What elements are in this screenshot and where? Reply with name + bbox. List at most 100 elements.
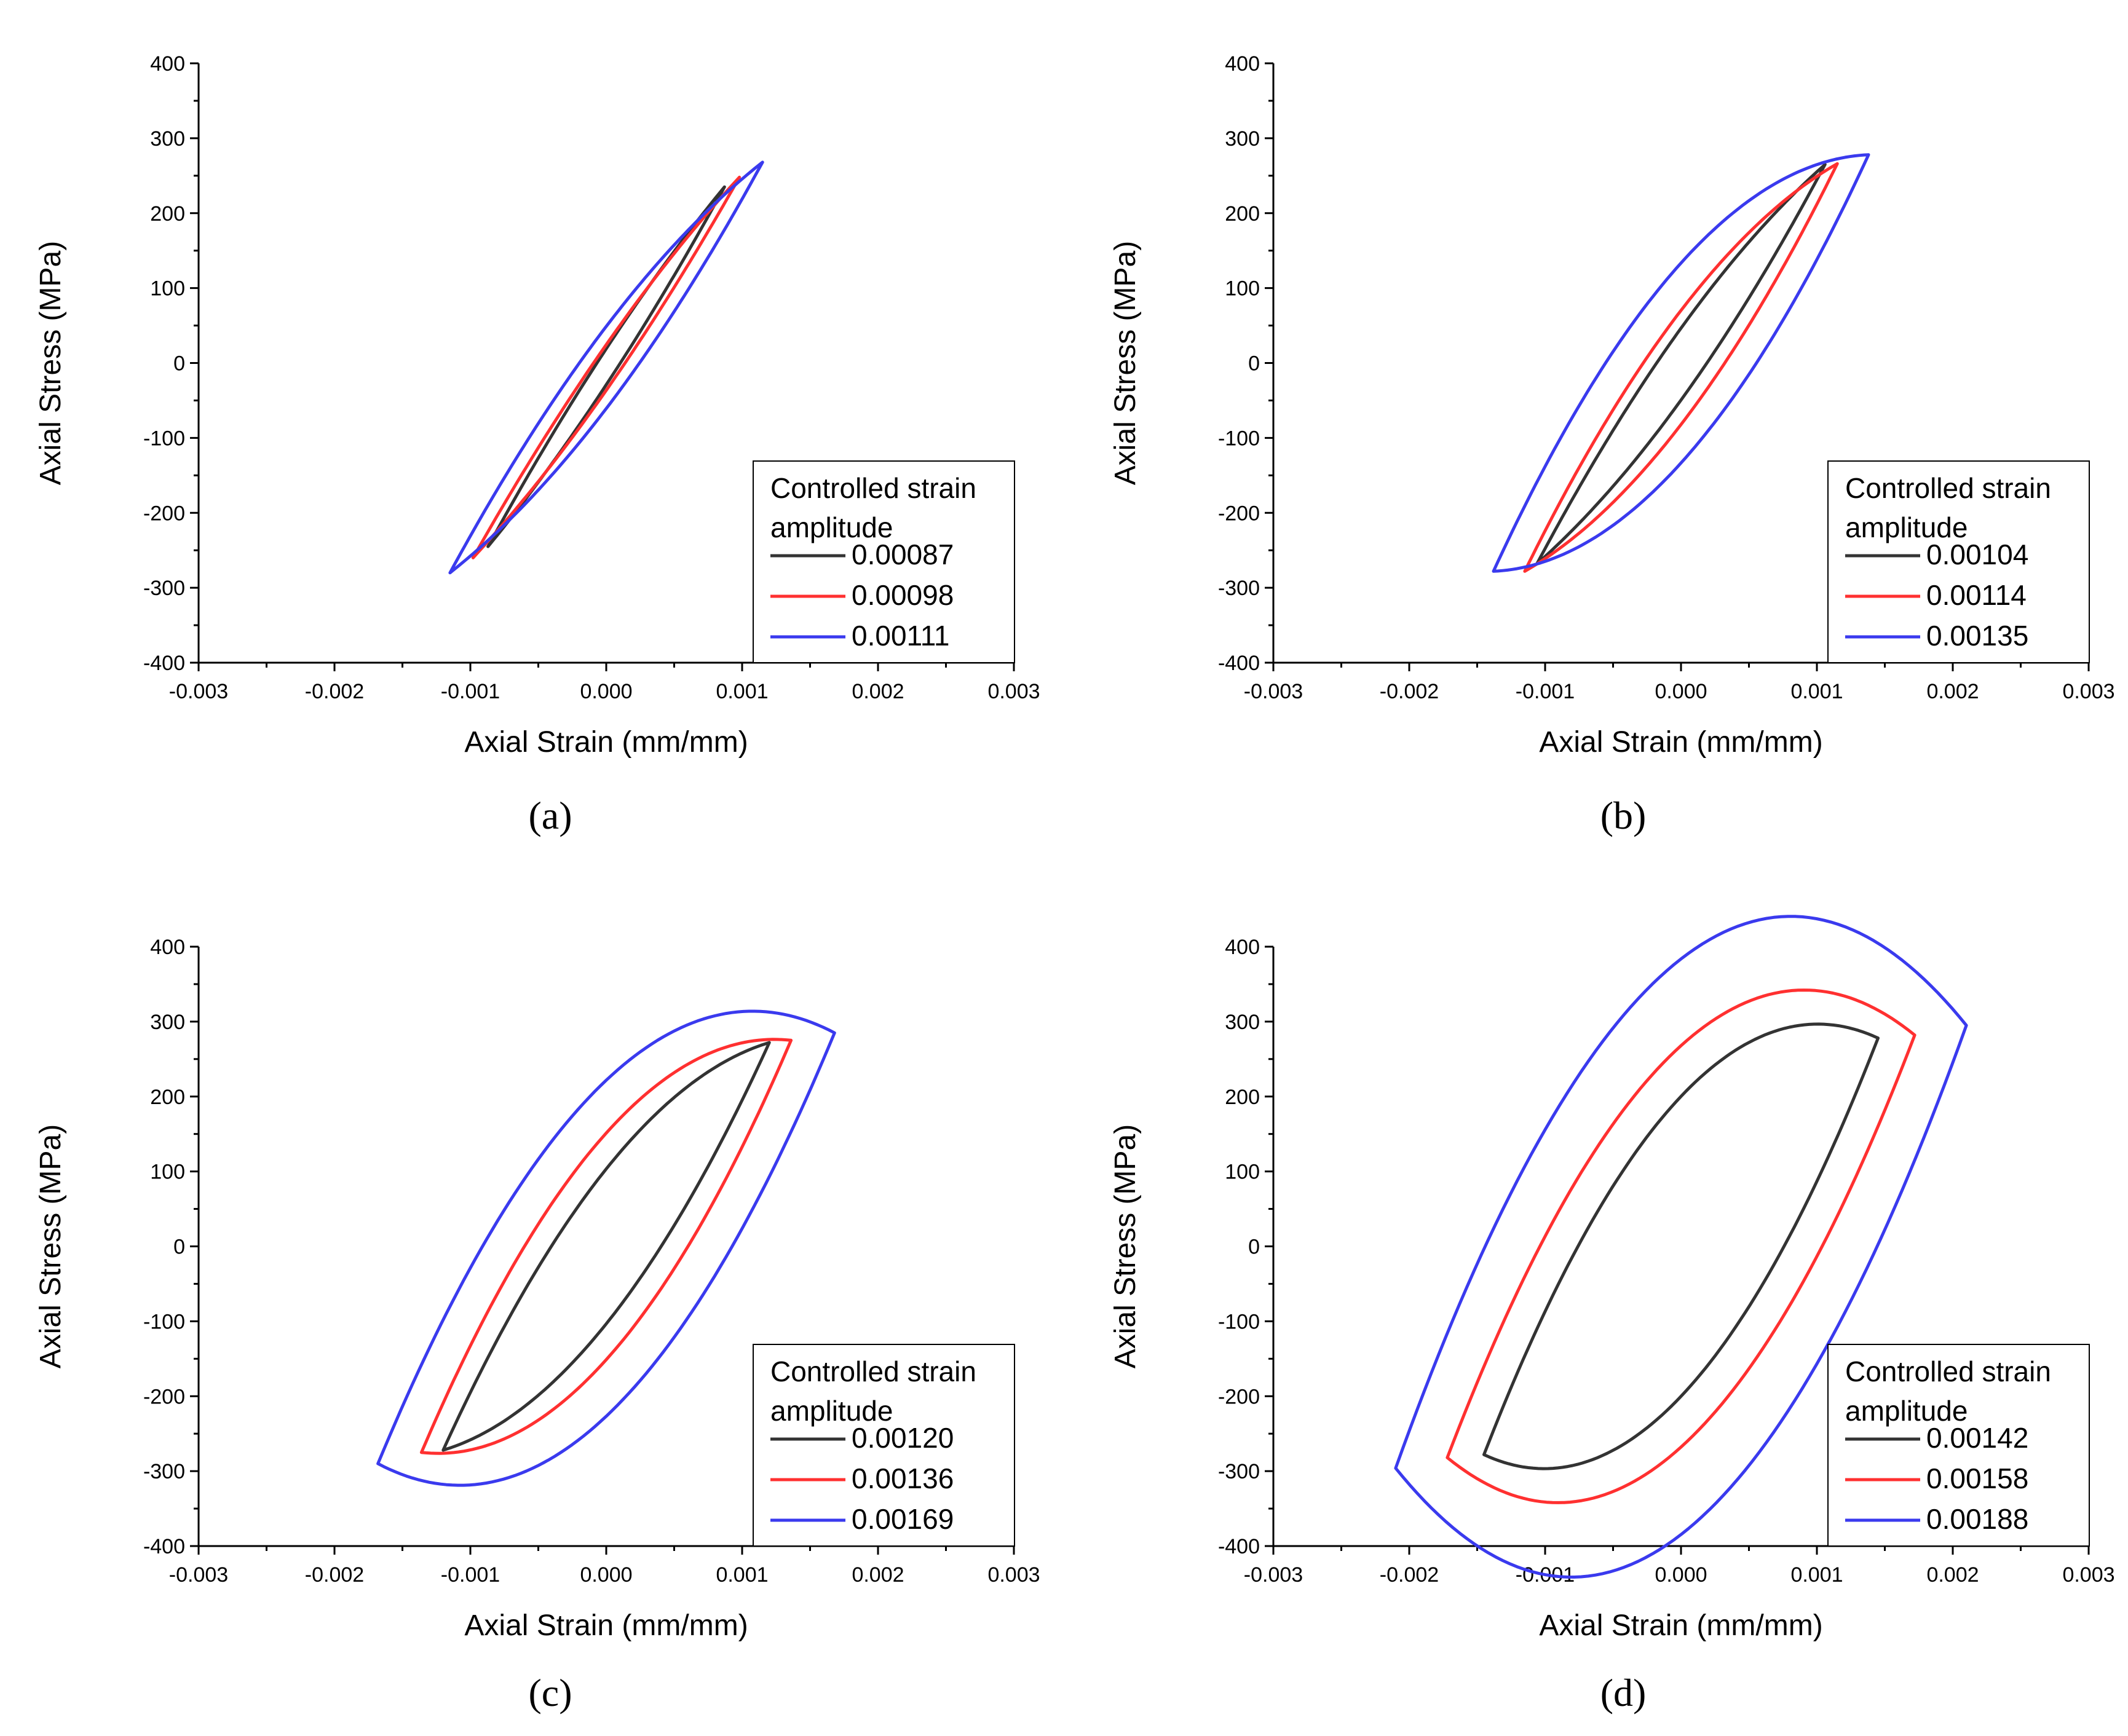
legend-title: Controlled strain xyxy=(1845,472,2051,504)
y-tick-label: -300 xyxy=(143,1460,185,1483)
x-tick-label: 0.003 xyxy=(987,1563,1040,1587)
legend-label: 0.00098 xyxy=(852,579,954,611)
legend-label: 0.00120 xyxy=(852,1422,954,1454)
chart-svg-c: 400 300 200 100 0 -100 -200 -300 -400 -0.003 -0.00… xyxy=(34,936,1040,1642)
legend-title: amplitude xyxy=(1845,511,1968,543)
y-tick-label: -400 xyxy=(1218,652,1260,675)
y-tick-label: -200 xyxy=(143,502,185,525)
chart-svg-b: 400 300 200 100 0 -100 -200 -300 -400 -0.003 -0.00… xyxy=(1109,52,2115,759)
x-tick-label: 0.002 xyxy=(1926,680,1979,703)
loop-series-0.00114 xyxy=(1523,162,1839,573)
legend-box xyxy=(753,460,1015,663)
x-axis-label: Axial Strain (mm/mm) xyxy=(464,1609,748,1642)
x-tick-label: 0.000 xyxy=(1655,1563,1707,1587)
y-tick-label: -400 xyxy=(143,652,185,675)
legend-label: 0.00114 xyxy=(1926,579,2027,611)
legend-label: 0.00188 xyxy=(1926,1503,2028,1535)
legend-label: 0.00136 xyxy=(852,1462,954,1494)
chart-panel-d: 400 300 200 100 0 -100 -200 -300 -400 -0.003 -0.00… xyxy=(1064,868,2127,1736)
y-tick-label: -200 xyxy=(1218,1385,1260,1408)
y-tick-label: 0 xyxy=(1248,1236,1260,1259)
legend-title: Controlled strain xyxy=(1845,1355,2051,1387)
legend-label: 0.00104 xyxy=(1926,539,2028,570)
y-axis-label: Axial Stress (MPa) xyxy=(34,241,67,485)
y-tick-label: -100 xyxy=(1218,427,1260,450)
chart-svg-d: 400 300 200 100 0 -100 -200 -300 -400 -0.003 -0.00… xyxy=(1109,915,2115,1642)
y-tick-label: -300 xyxy=(143,577,185,600)
chart-panel-b: 400 300 200 100 0 -100 -200 -300 -400 -0.003 -0.00… xyxy=(1064,0,2127,868)
x-tick-label: -0.003 xyxy=(1244,1563,1303,1587)
y-axis-label: Axial Stress (MPa) xyxy=(1109,1124,1142,1368)
chart-panel-c: 400 300 200 100 0 -100 -200 -300 -400 -0.003 -0.00… xyxy=(0,868,1064,1736)
y-tick-label: 400 xyxy=(1225,52,1260,76)
loop-series-0.00120 xyxy=(441,1041,771,1452)
x-tick-label: 0.001 xyxy=(716,680,768,703)
caption-a: (a) xyxy=(528,794,572,837)
x-tick-label: -0.002 xyxy=(305,1563,364,1587)
legend-box xyxy=(1827,1344,2090,1547)
x-axis-label: Axial Strain (mm/mm) xyxy=(1539,726,1822,759)
y-tick-label: 200 xyxy=(150,202,185,226)
y-tick-label: 300 xyxy=(1225,1011,1260,1034)
x-tick-label: -0.002 xyxy=(305,680,364,703)
y-tick-label: -300 xyxy=(1218,1460,1260,1483)
y-tick-label: 300 xyxy=(150,1011,185,1034)
x-tick-label: 0.002 xyxy=(1926,1563,1979,1587)
y-axis-label: Axial Stress (MPa) xyxy=(34,1124,67,1368)
loop-series-0.00135 xyxy=(1492,153,1870,573)
loop-series-0.00169 xyxy=(376,1009,836,1487)
loop-series-0.00158 xyxy=(1446,988,1916,1504)
y-tick-label: 100 xyxy=(1225,1161,1260,1184)
legend-label: 0.00158 xyxy=(1926,1462,2028,1494)
x-tick-label: -0.001 xyxy=(441,1563,500,1587)
x-axis-label: Axial Strain (mm/mm) xyxy=(464,726,748,759)
y-tick-label: -300 xyxy=(1218,577,1260,600)
y-tick-label: 100 xyxy=(150,1161,185,1184)
x-tick-label: 0.000 xyxy=(580,680,632,703)
y-tick-label: 200 xyxy=(1225,1086,1260,1109)
x-tick-label: 0.003 xyxy=(987,680,1040,703)
loop-series-0.00136 xyxy=(419,1038,793,1455)
y-tick-label: 400 xyxy=(1225,936,1260,959)
y-axis-label: Axial Stress (MPa) xyxy=(1109,241,1142,485)
caption-b: (b) xyxy=(1600,794,1647,837)
loop-series-0.00188 xyxy=(1394,915,1968,1579)
x-tick-label: -0.002 xyxy=(1380,1563,1439,1587)
y-tick-label: 200 xyxy=(1225,202,1260,226)
caption-c: (c) xyxy=(528,1671,572,1714)
x-tick-label: 0.002 xyxy=(852,680,904,703)
x-tick-label: -0.001 xyxy=(1516,680,1575,703)
legend-title: amplitude xyxy=(1845,1395,1968,1427)
y-tick-label: -400 xyxy=(143,1535,185,1558)
y-tick-label: -400 xyxy=(1218,1535,1260,1558)
loop-series-0.00087 xyxy=(486,185,726,548)
y-tick-label: -100 xyxy=(143,1310,185,1333)
loop-series-0.00142 xyxy=(1482,1022,1880,1470)
x-tick-label: -0.003 xyxy=(169,1563,228,1587)
legend-box xyxy=(1827,460,2090,663)
y-tick-label: 400 xyxy=(150,936,185,959)
legend-label: 0.00169 xyxy=(852,1503,954,1535)
legend-label: 0.00087 xyxy=(852,539,954,570)
chart-panel-a: 400 300 200 100 0 -100 -200 -300 -400 -0.003 -0.00… xyxy=(0,0,1064,868)
y-tick-label: -100 xyxy=(143,427,185,450)
legend-label: 0.00111 xyxy=(852,620,949,652)
x-tick-label: 0.003 xyxy=(2062,680,2114,703)
y-tick-label: -100 xyxy=(1218,1310,1260,1333)
x-tick-label: 0.001 xyxy=(1790,1563,1843,1587)
x-tick-label: 0.001 xyxy=(1790,680,1843,703)
legend-box xyxy=(753,1344,1015,1547)
x-tick-label: -0.003 xyxy=(169,680,228,703)
y-tick-label: 300 xyxy=(150,127,185,151)
loop-series-0.00104 xyxy=(1535,163,1827,566)
loop-series-0.00098 xyxy=(471,175,742,559)
x-tick-label: 0.000 xyxy=(580,1563,632,1587)
y-tick-label: 300 xyxy=(1225,127,1260,151)
y-tick-label: 0 xyxy=(173,352,185,376)
y-tick-label: -200 xyxy=(1218,502,1260,525)
legend-label: 0.00135 xyxy=(1926,620,2028,652)
